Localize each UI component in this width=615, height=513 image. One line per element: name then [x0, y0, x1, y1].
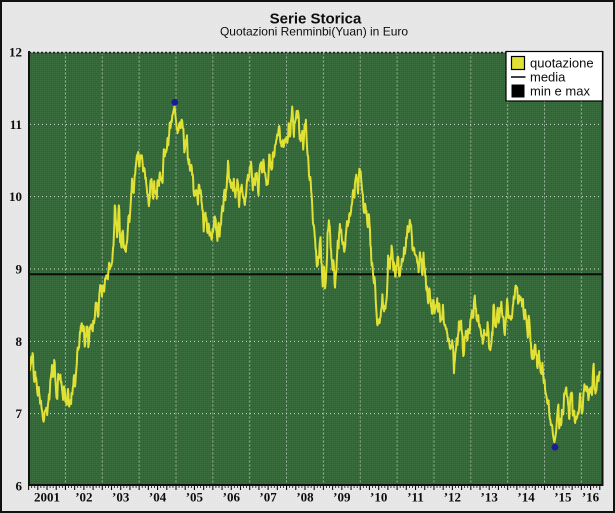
svg-text:media: media [530, 70, 566, 85]
svg-text:8: 8 [16, 334, 23, 349]
svg-text:Serie Storica: Serie Storica [270, 11, 362, 28]
svg-text:’13: ’13 [481, 490, 499, 505]
svg-text:’14: ’14 [517, 490, 535, 505]
svg-text:’06: ’06 [223, 490, 241, 505]
svg-text:’09: ’09 [333, 490, 351, 505]
svg-text:quotazione: quotazione [530, 56, 594, 71]
svg-text:’16: ’16 [582, 490, 600, 505]
svg-text:’07: ’07 [259, 490, 277, 505]
svg-text:9: 9 [16, 262, 23, 277]
svg-text:’10: ’10 [370, 490, 387, 505]
svg-text:Quotazioni Renminbi(Yuan) in E: Quotazioni Renminbi(Yuan) in Euro [220, 25, 408, 39]
svg-text:12: 12 [9, 45, 22, 60]
svg-text:’03: ’03 [112, 490, 130, 505]
svg-text:7: 7 [16, 406, 23, 421]
svg-text:2001: 2001 [34, 490, 60, 505]
svg-text:’04: ’04 [149, 490, 167, 505]
svg-text:’02: ’02 [75, 490, 92, 505]
svg-text:11: 11 [10, 117, 22, 132]
svg-text:10: 10 [9, 189, 22, 204]
svg-text:’08: ’08 [296, 490, 314, 505]
svg-text:min e max: min e max [530, 84, 590, 99]
svg-text:’12: ’12 [444, 490, 461, 505]
svg-text:’11: ’11 [407, 490, 424, 505]
svg-text:’05: ’05 [186, 490, 204, 505]
svg-text:6: 6 [16, 479, 23, 494]
svg-text:’15: ’15 [554, 490, 572, 505]
